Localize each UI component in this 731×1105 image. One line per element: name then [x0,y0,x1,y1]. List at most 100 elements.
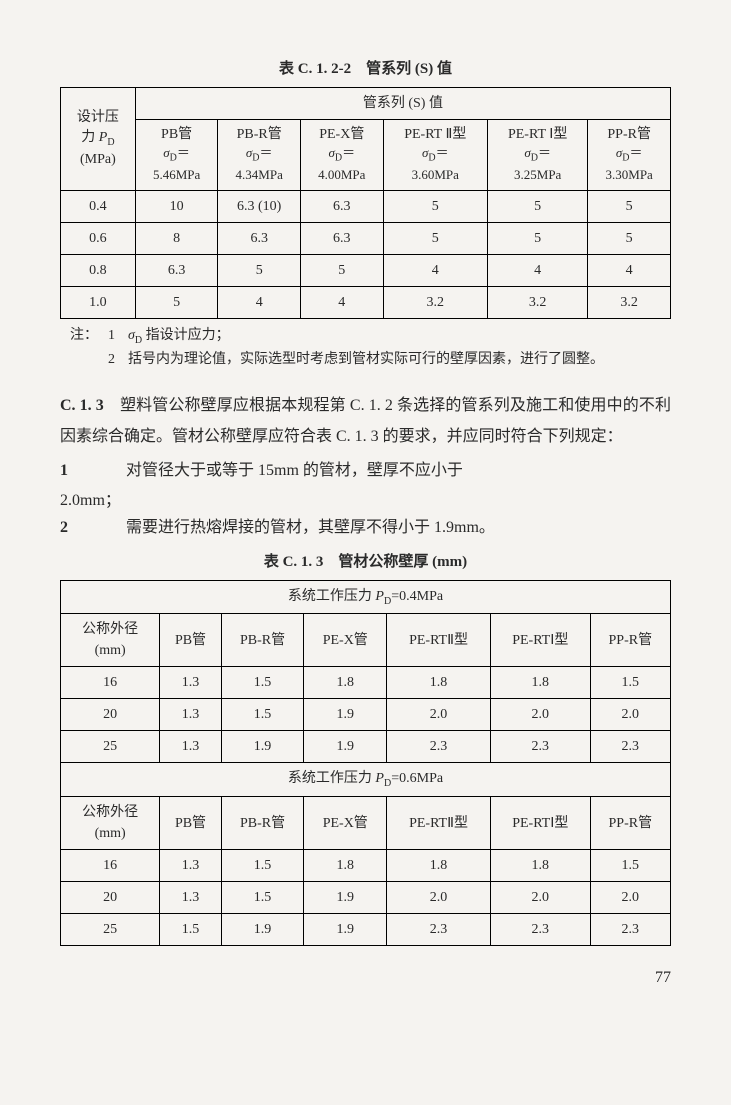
table1-cell: 5 [218,255,301,287]
table2-col-hdr: PE-X管 [304,797,387,850]
table2-cell: 1.9 [221,914,304,946]
table2-cell: 2.3 [490,914,590,946]
table2-col-hdr: PE-X管 [304,614,387,667]
note-num-1: 1 [108,325,128,349]
table2-cell: 1.9 [304,699,387,731]
page-number: 77 [60,966,671,990]
table1-pressure: 0.6 [61,223,136,255]
table1-col-hdr: PB-R管σD＝4.34MPa [218,119,301,191]
table2-col-hdr: PB-R管 [221,797,304,850]
clause-num: 1 [88,456,110,486]
table2-diameter: 25 [61,731,160,763]
table2-cell: 2.0 [387,882,491,914]
table1-pressure: 0.4 [61,191,136,223]
table1-cell: 6.3 (10) [218,191,301,223]
table1-notes: 注： 1 σD 指设计应力； 2 括号内为理论值，实际选型时考虑到管材实际可行的… [70,325,671,371]
section-c13: C. 1. 3 塑料管公称壁厚应根据本规程第 C. 1. 2 条选择的管系列及施… [60,391,671,452]
table2-cell: 1.5 [221,850,304,882]
table2-cell: 1.8 [490,667,590,699]
table1-rowhdr: 设计压力 PD(MPa) [61,87,136,191]
table2-diameter: 25 [61,914,160,946]
table2-col-hdr: PB管 [160,797,221,850]
table2-cell: 1.3 [160,731,221,763]
table1-cell: 5 [487,191,587,223]
table1-cell: 5 [135,287,218,319]
clause-num: 2 [88,513,110,543]
clause: 1 对管径大于或等于 15mm 的管材，壁厚不应小于 [116,456,671,486]
table1-row: 0.86.355444 [61,255,671,287]
table2-cell: 1.8 [387,850,491,882]
table2-row: 251.31.91.92.32.32.3 [61,731,671,763]
table2: 系统工作压力 PD=0.4MPa公称外径(mm)PB管PB-R管PE-X管PE-… [60,580,671,947]
table2-cell: 1.8 [490,850,590,882]
table2-col-hdr: PE-RTⅠ型 [490,797,590,850]
table1-col-hdr: PE-X管σD＝4.00MPa [300,119,383,191]
table1-cell: 5 [383,191,487,223]
clause-trail: 2.0mm； [60,489,671,513]
table2-col-hdr: PP-R管 [590,614,670,667]
table2-row: 201.31.51.92.02.02.0 [61,882,671,914]
table2-title: 表 C. 1. 3 管材公称壁厚 (mm) [60,551,671,574]
table2-cell: 1.9 [304,914,387,946]
table1-cell: 6.3 [218,223,301,255]
table1-cell: 3.2 [487,287,587,319]
table1-cell: 6.3 [300,223,383,255]
table2-rowhdr: 公称外径(mm) [61,797,160,850]
table2-cell: 2.0 [590,699,670,731]
clause: 2 需要进行热熔焊接的管材，其壁厚不得小于 1.9mm。 [116,513,671,543]
table2-col-hdr: PB-R管 [221,614,304,667]
table1-title: 表 C. 1. 2-2 管系列 (S) 值 [60,58,671,81]
table2-cell: 1.8 [304,667,387,699]
table2-col-hdr: PP-R管 [590,797,670,850]
table2-cell: 2.0 [387,699,491,731]
table2-cell: 1.5 [160,914,221,946]
section-text: 塑料管公称壁厚应根据本规程第 C. 1. 2 条选择的管系列及施工和使用中的不利… [60,397,671,444]
table2-cell: 1.5 [221,882,304,914]
table2-cell: 1.3 [160,882,221,914]
table1-cell: 4 [487,255,587,287]
table2-cell: 1.3 [160,667,221,699]
table2-row: 251.51.91.92.32.32.3 [61,914,671,946]
note-1: σD 指设计应力； [128,325,671,349]
table2-row: 201.31.51.92.02.02.0 [61,699,671,731]
table1-row: 0.686.36.3555 [61,223,671,255]
table1-cell: 6.3 [135,255,218,287]
table1-cell: 4 [300,287,383,319]
table2-col-hdr: PE-RTⅡ型 [387,614,491,667]
table1-cell: 5 [383,223,487,255]
table2-section-caption: 系统工作压力 PD=0.6MPa [61,763,671,797]
table1: 设计压力 PD(MPa) 管系列 (S) 值 PB管σD＝5.46MPaPB-R… [60,87,671,320]
table1-col-hdr: PE-RT Ⅰ型σD＝3.25MPa [487,119,587,191]
note-num-2: 2 [108,349,128,371]
table2-cell: 1.8 [387,667,491,699]
table2-cell: 2.3 [387,914,491,946]
table2-cell: 2.3 [590,914,670,946]
table2-cell: 1.3 [160,699,221,731]
section-num: C. 1. 3 [60,397,104,414]
table2-cell: 2.3 [387,731,491,763]
table2-diameter: 20 [61,882,160,914]
table2-cell: 1.5 [590,850,670,882]
table1-pressure: 1.0 [61,287,136,319]
table1-cell: 5 [487,223,587,255]
table2-row: 161.31.51.81.81.81.5 [61,667,671,699]
table2-section-caption: 系统工作压力 PD=0.4MPa [61,580,671,614]
table1-col-hdr: PE-RT Ⅱ型σD＝3.60MPa [383,119,487,191]
table1-cell: 6.3 [300,191,383,223]
table1-cell: 4 [588,255,671,287]
table2-diameter: 16 [61,850,160,882]
table1-cell: 5 [588,191,671,223]
table2-cell: 1.9 [221,731,304,763]
table2-cell: 1.9 [304,731,387,763]
table1-cell: 3.2 [383,287,487,319]
table2-row: 161.31.51.81.81.81.5 [61,850,671,882]
table2-cell: 1.8 [304,850,387,882]
table2-col-hdr: PB管 [160,614,221,667]
table1-pressure: 0.8 [61,255,136,287]
table2-cell: 2.0 [590,882,670,914]
table1-row: 1.05443.23.23.2 [61,287,671,319]
table1-col-hdr: PP-R管σD＝3.30MPa [588,119,671,191]
table2-cell: 2.0 [490,699,590,731]
table2-col-hdr: PE-RTⅠ型 [490,614,590,667]
table2-diameter: 20 [61,699,160,731]
